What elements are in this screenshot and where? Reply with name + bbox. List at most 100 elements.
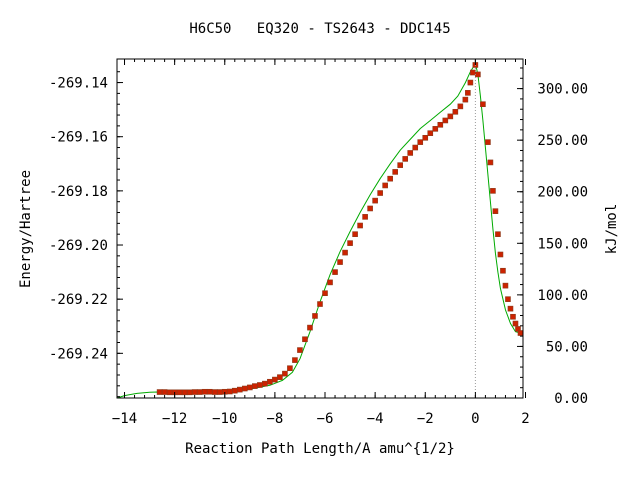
- y2-tick-label: 300.00: [537, 82, 588, 98]
- y2-tick-label: 50.00: [546, 339, 588, 355]
- plot-frame: [116, 58, 524, 399]
- data-point: [186, 389, 193, 396]
- data-point: [191, 389, 198, 395]
- data-point: [262, 380, 268, 387]
- data-point: [470, 69, 476, 76]
- data-point: [347, 240, 353, 246]
- data-point: [206, 388, 213, 395]
- y-tick-label: -269.16: [49, 130, 108, 146]
- data-point: [487, 159, 494, 166]
- x-tick-label: −6: [317, 411, 334, 427]
- data-point: [337, 259, 343, 265]
- data-point: [437, 121, 444, 128]
- y2-axis-label: kJ/mol: [604, 204, 620, 255]
- data-point: [512, 320, 519, 327]
- data-point: [302, 336, 308, 343]
- data-point: [272, 376, 278, 383]
- data-point: [367, 205, 373, 212]
- data-point: [287, 365, 293, 372]
- data-point: [181, 389, 188, 396]
- data-point: [485, 139, 491, 145]
- y-tick-label: -269.22: [49, 292, 108, 308]
- data-point: [332, 269, 338, 275]
- y-tick-label: -269.24: [49, 346, 108, 362]
- y2-tick-label: 250.00: [537, 133, 588, 149]
- data-point: [176, 389, 183, 396]
- x-axis-label: Reaction Path Length/A amu^{1/2}: [185, 441, 455, 457]
- data-point: [307, 324, 313, 331]
- data-point: [387, 175, 393, 182]
- y2-tick-label: 200.00: [537, 185, 588, 201]
- y2-tick-label: 0.00: [554, 391, 588, 407]
- data-point: [502, 282, 509, 289]
- data-point: [231, 387, 238, 394]
- data-point: [462, 96, 469, 103]
- x-tick-label: 2: [521, 411, 529, 427]
- data-point: [392, 169, 398, 175]
- data-point: [457, 103, 464, 110]
- data-point: [216, 389, 223, 395]
- data-point: [257, 382, 263, 388]
- data-point: [480, 101, 486, 108]
- data-point: [282, 370, 288, 377]
- data-point: [317, 301, 323, 307]
- point-layer: [156, 62, 524, 396]
- data-point: [292, 357, 298, 363]
- y-tick-label: -269.14: [49, 76, 108, 92]
- x-tick-label: 0: [471, 411, 479, 427]
- data-point: [507, 305, 514, 312]
- data-point: [312, 313, 318, 319]
- x-tick-label: −8: [266, 411, 283, 427]
- x-tick-label: −14: [112, 411, 137, 427]
- data-point: [402, 156, 409, 162]
- data-point: [432, 126, 439, 132]
- data-point: [465, 90, 471, 96]
- data-point: [161, 389, 168, 395]
- y2-tick-label: 100.00: [537, 288, 588, 304]
- data-point: [490, 188, 496, 194]
- data-point: [377, 190, 383, 196]
- data-point: [362, 214, 368, 220]
- data-point: [407, 150, 414, 156]
- x-tick-label: −4: [367, 411, 384, 427]
- data-point: [422, 134, 429, 141]
- x-tick-label: −12: [162, 411, 187, 427]
- data-point: [417, 139, 424, 145]
- data-point: [492, 208, 499, 214]
- data-point: [327, 279, 333, 286]
- data-point: [447, 113, 454, 120]
- data-point: [201, 388, 208, 395]
- data-point: [226, 388, 233, 395]
- data-point: [297, 347, 303, 353]
- data-point: [467, 79, 474, 86]
- data-point: [352, 231, 358, 237]
- data-point: [497, 251, 504, 258]
- x-tick-label: −10: [212, 411, 237, 427]
- data-point: [517, 330, 524, 336]
- data-point: [412, 144, 419, 151]
- data-point: [156, 389, 163, 395]
- y2-tick-label: 150.00: [537, 236, 588, 252]
- data-point: [397, 162, 403, 168]
- data-point: [442, 117, 449, 124]
- data-point: [452, 108, 459, 115]
- data-point: [242, 385, 248, 392]
- data-point: [342, 249, 348, 256]
- data-point: [166, 389, 173, 396]
- data-point: [382, 182, 388, 189]
- data-point: [252, 383, 258, 389]
- axes-layer: −14 −12 −10 −8 −6 −4 −2 0 2 -269.14 -269.16 -269.18…: [49, 59, 588, 427]
- data-point: [196, 389, 203, 395]
- data-point: [237, 386, 243, 393]
- data-point: [357, 222, 363, 229]
- y-tick-label: -269.20: [49, 238, 108, 254]
- y-tick-label: -269.18: [49, 184, 108, 200]
- data-point: [372, 197, 378, 204]
- y-axis-label: Energy/Hartree: [18, 170, 34, 288]
- data-point: [510, 313, 516, 320]
- data-point: [475, 71, 481, 78]
- data-point: [322, 290, 328, 297]
- x-tick-label: −2: [417, 411, 434, 427]
- data-point: [427, 130, 434, 136]
